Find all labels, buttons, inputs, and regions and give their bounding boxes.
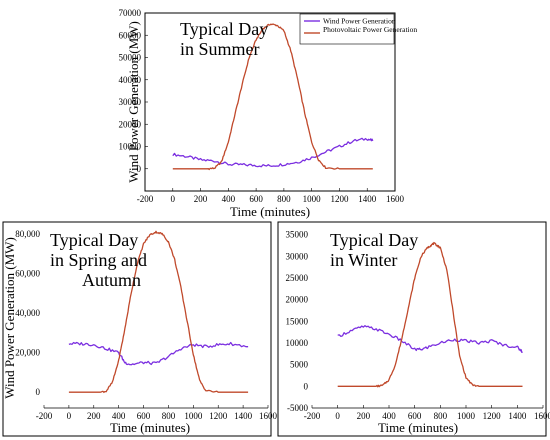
yticks-winter: -5000 0 5000 10000 15000 20000 25000 30000 35000 bbox=[286, 230, 309, 413]
xtick-label: 1600 bbox=[259, 411, 278, 421]
outer-frame-spring bbox=[2, 221, 272, 437]
series-group-summer bbox=[172, 23, 374, 171]
ytick-label: 35000 bbox=[286, 230, 309, 240]
ytick-label: 40000 bbox=[119, 75, 142, 85]
pv-series-line bbox=[337, 241, 523, 388]
xtick-label: 1600 bbox=[534, 411, 550, 421]
xticks-winter: -200 0 200 400 600 800 1000 1200 1400 1600 bbox=[304, 405, 550, 421]
xtick-label: 1000 bbox=[303, 194, 322, 204]
series-group-winter bbox=[337, 241, 523, 388]
xtick-label: 600 bbox=[137, 411, 151, 421]
xtick-label: 800 bbox=[434, 411, 448, 421]
chart-spring-autumn: -200 0 200 400 600 800 1000 1200 1400 1600 0 20,00… bbox=[2, 221, 278, 437]
ytick-label: 40,000 bbox=[15, 308, 40, 318]
ytick-label: 50000 bbox=[119, 53, 142, 63]
xtick-label: 200 bbox=[357, 411, 371, 421]
xtick-label: 600 bbox=[249, 194, 263, 204]
ytick-label: 30000 bbox=[286, 251, 309, 261]
ytick-label: 10000 bbox=[119, 142, 142, 152]
ytick-label: 15000 bbox=[286, 316, 309, 326]
ytick-label: 70000 bbox=[119, 8, 142, 18]
xtick-label: 1400 bbox=[508, 411, 527, 421]
xtick-label: -200 bbox=[137, 194, 154, 204]
ytick-label: 20000 bbox=[286, 295, 309, 305]
xticks-spring: -200 0 200 400 600 800 1000 1200 1400 1600 bbox=[36, 405, 278, 421]
ytick-label: 30000 bbox=[119, 97, 142, 107]
ytick-label: -5000 bbox=[287, 403, 308, 413]
xtick-label: 0 bbox=[171, 194, 176, 204]
ytick-label: 5000 bbox=[290, 360, 309, 370]
legend-pv-label: Photovoltaic Power Generation bbox=[323, 25, 417, 34]
pv-series-line bbox=[172, 23, 373, 171]
xtick-label: 0 bbox=[67, 411, 72, 421]
annotation-summer-line2: in Summer bbox=[180, 39, 260, 59]
xtick-label: 1400 bbox=[358, 194, 377, 204]
xtick-label: 1200 bbox=[330, 194, 349, 204]
xtick-label: 400 bbox=[112, 411, 126, 421]
ytick-label: 60000 bbox=[119, 30, 142, 40]
wind-series-line bbox=[337, 325, 523, 354]
xtick-label: 1000 bbox=[457, 411, 476, 421]
legend-wind-label: Wind Power Generation bbox=[323, 17, 396, 26]
ytick-label: 0 bbox=[304, 381, 309, 391]
xtick-label: 1600 bbox=[386, 194, 405, 204]
ylabel-spring: Wind Power Generation (MW) bbox=[2, 237, 17, 399]
ytick-label: 10000 bbox=[286, 338, 309, 348]
annotation-spring-line2: in Spring and bbox=[50, 250, 147, 270]
ytick-label: 0 bbox=[137, 164, 142, 174]
pv-series-line bbox=[68, 230, 249, 394]
xlabel-spring: Time (minutes) bbox=[110, 420, 190, 435]
ylabel-summer: Wind Power Generation (MW) bbox=[126, 21, 141, 183]
xtick-label: 1000 bbox=[184, 411, 203, 421]
xtick-label: 800 bbox=[277, 194, 291, 204]
xtick-label: 1200 bbox=[209, 411, 228, 421]
xtick-label: 600 bbox=[408, 411, 422, 421]
annotation-winter-line2: in Winter bbox=[330, 250, 397, 270]
chart-summer: -200 0 200 400 600 800 1000 1200 1400 1600 0 10000… bbox=[119, 8, 418, 219]
ytick-label: 20000 bbox=[119, 119, 142, 129]
ytick-label: 20,000 bbox=[15, 348, 40, 358]
series-group-spring bbox=[68, 230, 249, 394]
xtick-label: 200 bbox=[87, 411, 101, 421]
xtick-label: 800 bbox=[162, 411, 176, 421]
legend-box bbox=[299, 13, 395, 45]
wind-series-line bbox=[172, 137, 374, 168]
xtick-label: 400 bbox=[382, 411, 396, 421]
yticks-spring: 0 20,000 40,000 60,000 80,000 bbox=[15, 229, 40, 397]
xtick-label: -200 bbox=[304, 411, 321, 421]
ytick-label: 80,000 bbox=[15, 229, 40, 239]
outer-frame-winter bbox=[277, 221, 547, 437]
ytick-label: 60,000 bbox=[15, 268, 40, 278]
xlabel-winter: Time (minutes) bbox=[378, 420, 458, 435]
xtick-label: 0 bbox=[335, 411, 340, 421]
chart-winter: -200 0 200 400 600 800 1000 1200 1400 1600 -5000 0… bbox=[277, 221, 550, 437]
xtick-label: 200 bbox=[194, 194, 208, 204]
legend-summer: Wind Power Generation Photovoltaic Power… bbox=[299, 13, 417, 45]
ytick-label: 0 bbox=[36, 387, 41, 397]
ytick-label: 25000 bbox=[286, 273, 309, 283]
xtick-label: 1200 bbox=[483, 411, 502, 421]
xtick-label: 400 bbox=[222, 194, 236, 204]
xtick-label: -200 bbox=[36, 411, 53, 421]
xtick-label: 1400 bbox=[234, 411, 253, 421]
yticks-summer: 0 10000 20000 30000 40000 50000 60000 70000 bbox=[119, 8, 148, 174]
annotation-winter-line1: Typical Day bbox=[330, 230, 418, 250]
wind-series-line bbox=[68, 341, 249, 366]
xlabel-summer: Time (minutes) bbox=[230, 204, 310, 219]
annotation-spring-line1: Typical Day bbox=[50, 230, 138, 250]
annotation-spring-line3: Autumn bbox=[82, 270, 141, 290]
xticks-summer: -200 0 200 400 600 800 1000 1200 1400 1600 bbox=[137, 188, 405, 204]
annotation-summer-line1: Typical Day bbox=[180, 19, 268, 39]
